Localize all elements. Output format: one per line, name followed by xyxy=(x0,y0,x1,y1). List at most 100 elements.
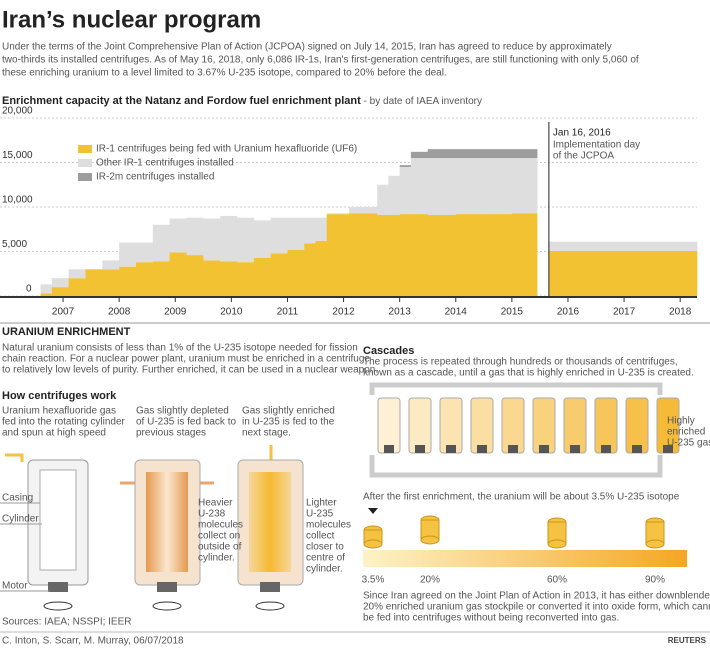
y-tick-label: 0 xyxy=(26,284,32,295)
area-step xyxy=(548,250,698,296)
area-step xyxy=(399,165,412,167)
output-label: enriched xyxy=(667,427,705,438)
area-step xyxy=(304,217,316,244)
area-step xyxy=(203,260,221,296)
body-text: The process is repeated through hundreds… xyxy=(363,357,678,368)
cascade-cylinder xyxy=(470,397,494,454)
area-step xyxy=(270,253,288,296)
caption: of U-235 is fed back to xyxy=(136,417,236,428)
intro: Under the terms of the Joint Comprehensi… xyxy=(2,42,612,53)
scale-label: 3.5% xyxy=(362,575,385,586)
area-step xyxy=(410,158,429,215)
coin-stacks xyxy=(363,515,665,549)
x-tick-label: 2015 xyxy=(501,307,524,318)
centrifuge-2 xyxy=(120,459,214,611)
body-text: chain reaction. For a nuclear power plan… xyxy=(2,354,370,365)
x-tick-label: 2017 xyxy=(613,307,636,318)
cascade-motor xyxy=(570,445,580,453)
section-title: URANIUM ENRICHMENT xyxy=(2,326,131,338)
enrichment-scale xyxy=(363,550,687,567)
y-tick-label: 10,000 xyxy=(2,195,33,206)
cascade-cylinder xyxy=(501,397,525,454)
note: molecules xyxy=(198,520,243,531)
centrifuge-3 xyxy=(237,445,304,611)
caption: in U-235 is fed to the xyxy=(242,417,335,428)
note: Heavier xyxy=(198,498,233,509)
x-tick-label: 2014 xyxy=(445,307,468,318)
x-tick-label: 2013 xyxy=(389,307,412,318)
cascade-motor xyxy=(632,445,642,453)
note: molecules xyxy=(306,520,351,531)
area-step xyxy=(511,213,538,296)
credit: C. Inton, S. Scarr, M. Murray, 06/07/201… xyxy=(2,636,184,647)
note: U-235 xyxy=(306,509,334,520)
area-step xyxy=(270,217,288,254)
x-tick-label: 2010 xyxy=(220,307,243,318)
scale-label: 20% xyxy=(420,575,440,586)
cascade-motor xyxy=(477,445,487,453)
y-tick-label: 5,000 xyxy=(2,239,27,250)
area-step xyxy=(410,214,429,296)
note: closer to xyxy=(306,542,344,553)
legend-label: IR-1 centrifuges being fed with Uranium … xyxy=(96,144,357,155)
area-step xyxy=(119,266,137,296)
legend-swatch xyxy=(78,145,92,153)
x-tick-label: 2007 xyxy=(52,307,75,318)
annotation-date: Jan 16, 2016 xyxy=(553,128,611,139)
area-step xyxy=(483,149,513,159)
cascade-motor xyxy=(446,445,456,453)
cascade-cylinder xyxy=(439,397,463,454)
note: collect xyxy=(306,531,335,542)
area-step xyxy=(220,261,238,296)
chart-title: Enrichment capacity at the Natanz and Fo… xyxy=(2,95,361,107)
cascade-cylinder xyxy=(625,397,649,454)
section-title: Cascades xyxy=(363,345,414,357)
area-step xyxy=(169,252,187,296)
cascade-motor xyxy=(601,445,611,453)
caption: and spun at high speed xyxy=(2,428,106,439)
area-step xyxy=(399,166,412,215)
area-step xyxy=(253,220,271,258)
cascade-motor xyxy=(384,445,394,453)
note: U-238 xyxy=(198,509,226,520)
cascade-cylinder xyxy=(532,397,556,454)
cascade-cylinder xyxy=(408,397,432,454)
area-step xyxy=(152,224,170,262)
legend-swatch xyxy=(78,173,92,181)
area-step xyxy=(483,158,513,215)
note: cylinder. xyxy=(198,553,235,564)
note: centre of xyxy=(306,553,345,564)
area-step xyxy=(102,269,120,296)
area-step xyxy=(253,257,271,296)
area-step xyxy=(483,214,513,296)
body-text: 20% enriched uranium gas stockpile or co… xyxy=(363,602,710,613)
body-text: be fed into centrifuges without being re… xyxy=(363,613,619,624)
area-step xyxy=(511,149,538,159)
area-step xyxy=(186,255,204,296)
scale-label: 60% xyxy=(547,575,567,586)
chart: 0 5,000 10,000 15,000 20,000 2007 2008 2009 2010… xyxy=(0,106,698,318)
area-step xyxy=(388,175,400,216)
annotation-text: of the JCPOA xyxy=(553,151,614,162)
area-step xyxy=(304,243,316,296)
output-label: U-235 gas xyxy=(667,438,710,449)
legend-label: IR-2m centrifuges installed xyxy=(96,172,214,183)
caption: next stage. xyxy=(242,428,291,439)
area-step xyxy=(51,287,69,296)
area-step xyxy=(427,149,457,159)
x-tick-label: 2009 xyxy=(164,307,187,318)
cascade-motor xyxy=(415,445,425,453)
area-step xyxy=(548,241,698,251)
area-step xyxy=(169,218,187,253)
brand: REUTERS xyxy=(668,636,707,645)
x-tick-label: 2011 xyxy=(277,307,299,318)
cascade-cylinder xyxy=(563,397,587,454)
cascade-diagram xyxy=(369,382,680,478)
area-step xyxy=(220,215,238,262)
body-text: Since Iran agreed on the Joint Plan of A… xyxy=(363,591,710,602)
chart-title: Enrichment capacity at the Natanz and Fo… xyxy=(2,95,482,107)
body-text: to relatively low levels of purity. Furt… xyxy=(2,365,378,376)
area-step xyxy=(427,215,457,296)
area-step xyxy=(135,242,154,263)
